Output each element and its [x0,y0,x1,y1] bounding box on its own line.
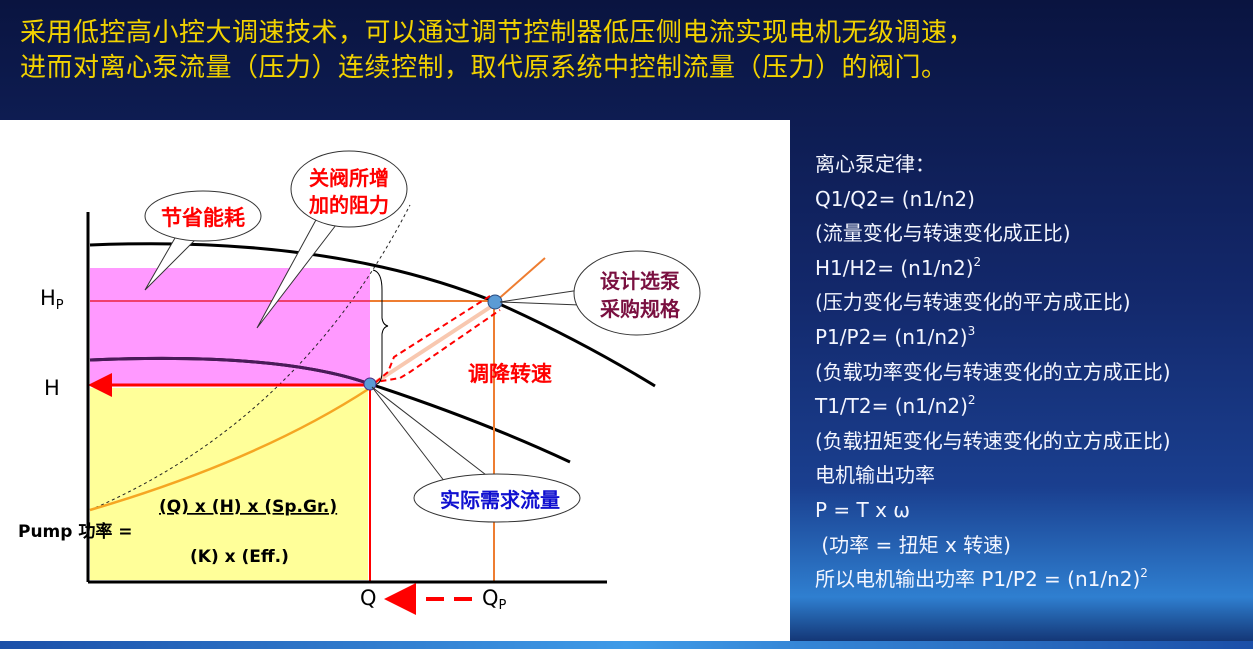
laws-heading: 离心泵定律： [815,152,935,176]
flow-law: Q1/Q2= (n1/n2) [815,186,975,211]
title-line-2: 进而对离心泵流量（压力）连续控制，取代原系统中控制流量（压力）的阀门。 [20,53,948,83]
actual-flow-pointer [371,386,491,483]
valve-resistance-brace [372,269,389,386]
head-law: H1/H2= (n1/n2)2 [815,254,982,280]
power-law: P1/P2= (n1/n2)3 [815,323,976,349]
actual-operating-point [363,377,377,391]
design-pump-text-1: 设计选泵 [600,269,680,293]
original-system-curve [89,204,411,511]
bottom-glow-decoration [0,641,1253,649]
speed-path [374,304,494,384]
torque-law-note: (负载扭矩变化与转速变化的立方成正比) [815,428,1171,453]
reduced-curve-segment [89,356,371,386]
design-pump-callout [573,250,701,336]
qp-label: QP [482,586,507,613]
saved-energy-area [90,268,370,386]
pump-curve-diagram: 节省能耗 关阀所增 加的阻力 设计选泵 采购规格 实际需求流量 调降转速 HP … [18,150,701,615]
motor-note: (功率 = 扭矩 x 转速) [815,532,1011,557]
design-pump-text-2: 采购规格 [600,297,681,321]
save-energy-text: 节省能耗 [161,206,245,230]
system-curve [89,386,371,512]
motor-formula: P = T x ω [815,497,911,522]
slide-title: 采用低控高小控大调速技术，可以通过调节控制器低压侧电流实现电机无级调速， 进而对… [20,16,974,86]
valve-resistance-text-2: 加的阻力 [308,193,389,217]
save-energy-callout [144,190,262,242]
pump-curve-diagram-panel: 节省能耗 关阀所增 加的阻力 设计选泵 采购规格 实际需求流量 调降转速 HP … [0,120,790,645]
head-law-note: (压力变化与转速变化的平方成正比) [815,290,1131,315]
actual-flow-text: 实际需求流量 [440,488,560,512]
formula-denominator: (K) x (Eff.) [190,547,289,567]
q-label: Q [360,586,377,610]
formula-numerator: (Q) x (H) x (Sp.Gr.) [159,497,337,517]
full-speed-pump-curve [89,242,656,388]
power-law-note: (负载功率变化与转速变化的立方成正比) [815,359,1171,384]
valve-resistance-pointer [256,217,337,329]
used-energy-area [90,388,368,580]
formula-label: Pump 功率 = [18,521,133,542]
valve-resistance-text-1: 关阀所增 [309,166,389,190]
actual-flow-callout [413,473,581,523]
torque-law: T1/T2= (n1/n2)2 [815,393,976,419]
motor-heading: 电机输出功率 [815,463,935,488]
title-line-1: 采用低控高小控大调速技术，可以通过调节控制器低压侧电流实现电机无级调速， [20,18,975,48]
conclusion: 所以电机输出功率 P1/P2 = (n1/n2)2 [815,566,1148,592]
design-operating-point [487,294,503,310]
design-pump-pointer [499,289,581,306]
flow-law-note: (流量变化与转速变化成正比) [815,221,1071,246]
hp-label: HP [40,286,64,313]
save-energy-pointer [144,237,196,291]
h-label: H [44,376,60,400]
valve-resistance-callout [290,150,408,228]
system-curve-extension [494,257,546,303]
pump-laws-text: 离心泵定律： Q1/Q2= (n1/n2) (流量变化与转速变化成正比) H1/… [815,147,1171,597]
speed-reduction-label: 调降转速 [468,362,552,386]
